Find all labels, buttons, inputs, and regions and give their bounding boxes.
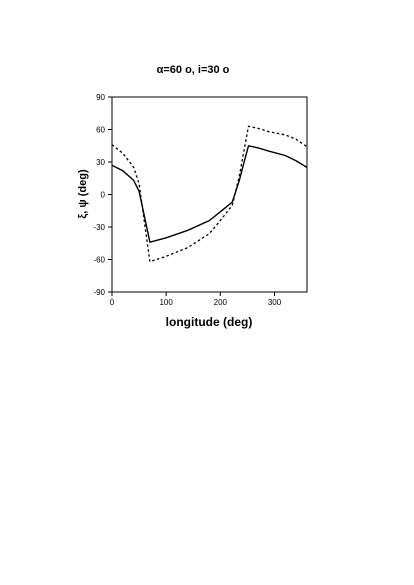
series-layer <box>111 125 308 263</box>
y-tick-label: 0 <box>101 191 106 200</box>
x-tick-label: 100 <box>159 298 173 307</box>
y-tick-label: 90 <box>96 93 105 102</box>
series-line-dotted <box>111 125 308 263</box>
x-tick-label: 0 <box>110 298 115 307</box>
y-tick-label: 30 <box>96 158 105 167</box>
x-axis: 0 100 200 300 <box>110 292 282 307</box>
series-line-solid <box>111 145 308 243</box>
y-tick-label: 60 <box>96 126 105 135</box>
chart-title: α=60 o, i=30 o <box>157 64 230 76</box>
x-tick-label: 300 <box>268 298 282 307</box>
plot-area <box>111 96 308 293</box>
x-axis-label: longitude (deg) <box>166 315 253 329</box>
y-tick-label: -90 <box>93 288 105 297</box>
y-axis: 90 60 30 0 -30 -60 -90 <box>93 93 112 297</box>
y-tick-label: -30 <box>93 223 105 232</box>
x-tick-label: 200 <box>214 298 228 307</box>
y-tick-label: -60 <box>93 256 105 265</box>
y-axis-label: ξ, ψ (deg) <box>77 169 89 219</box>
